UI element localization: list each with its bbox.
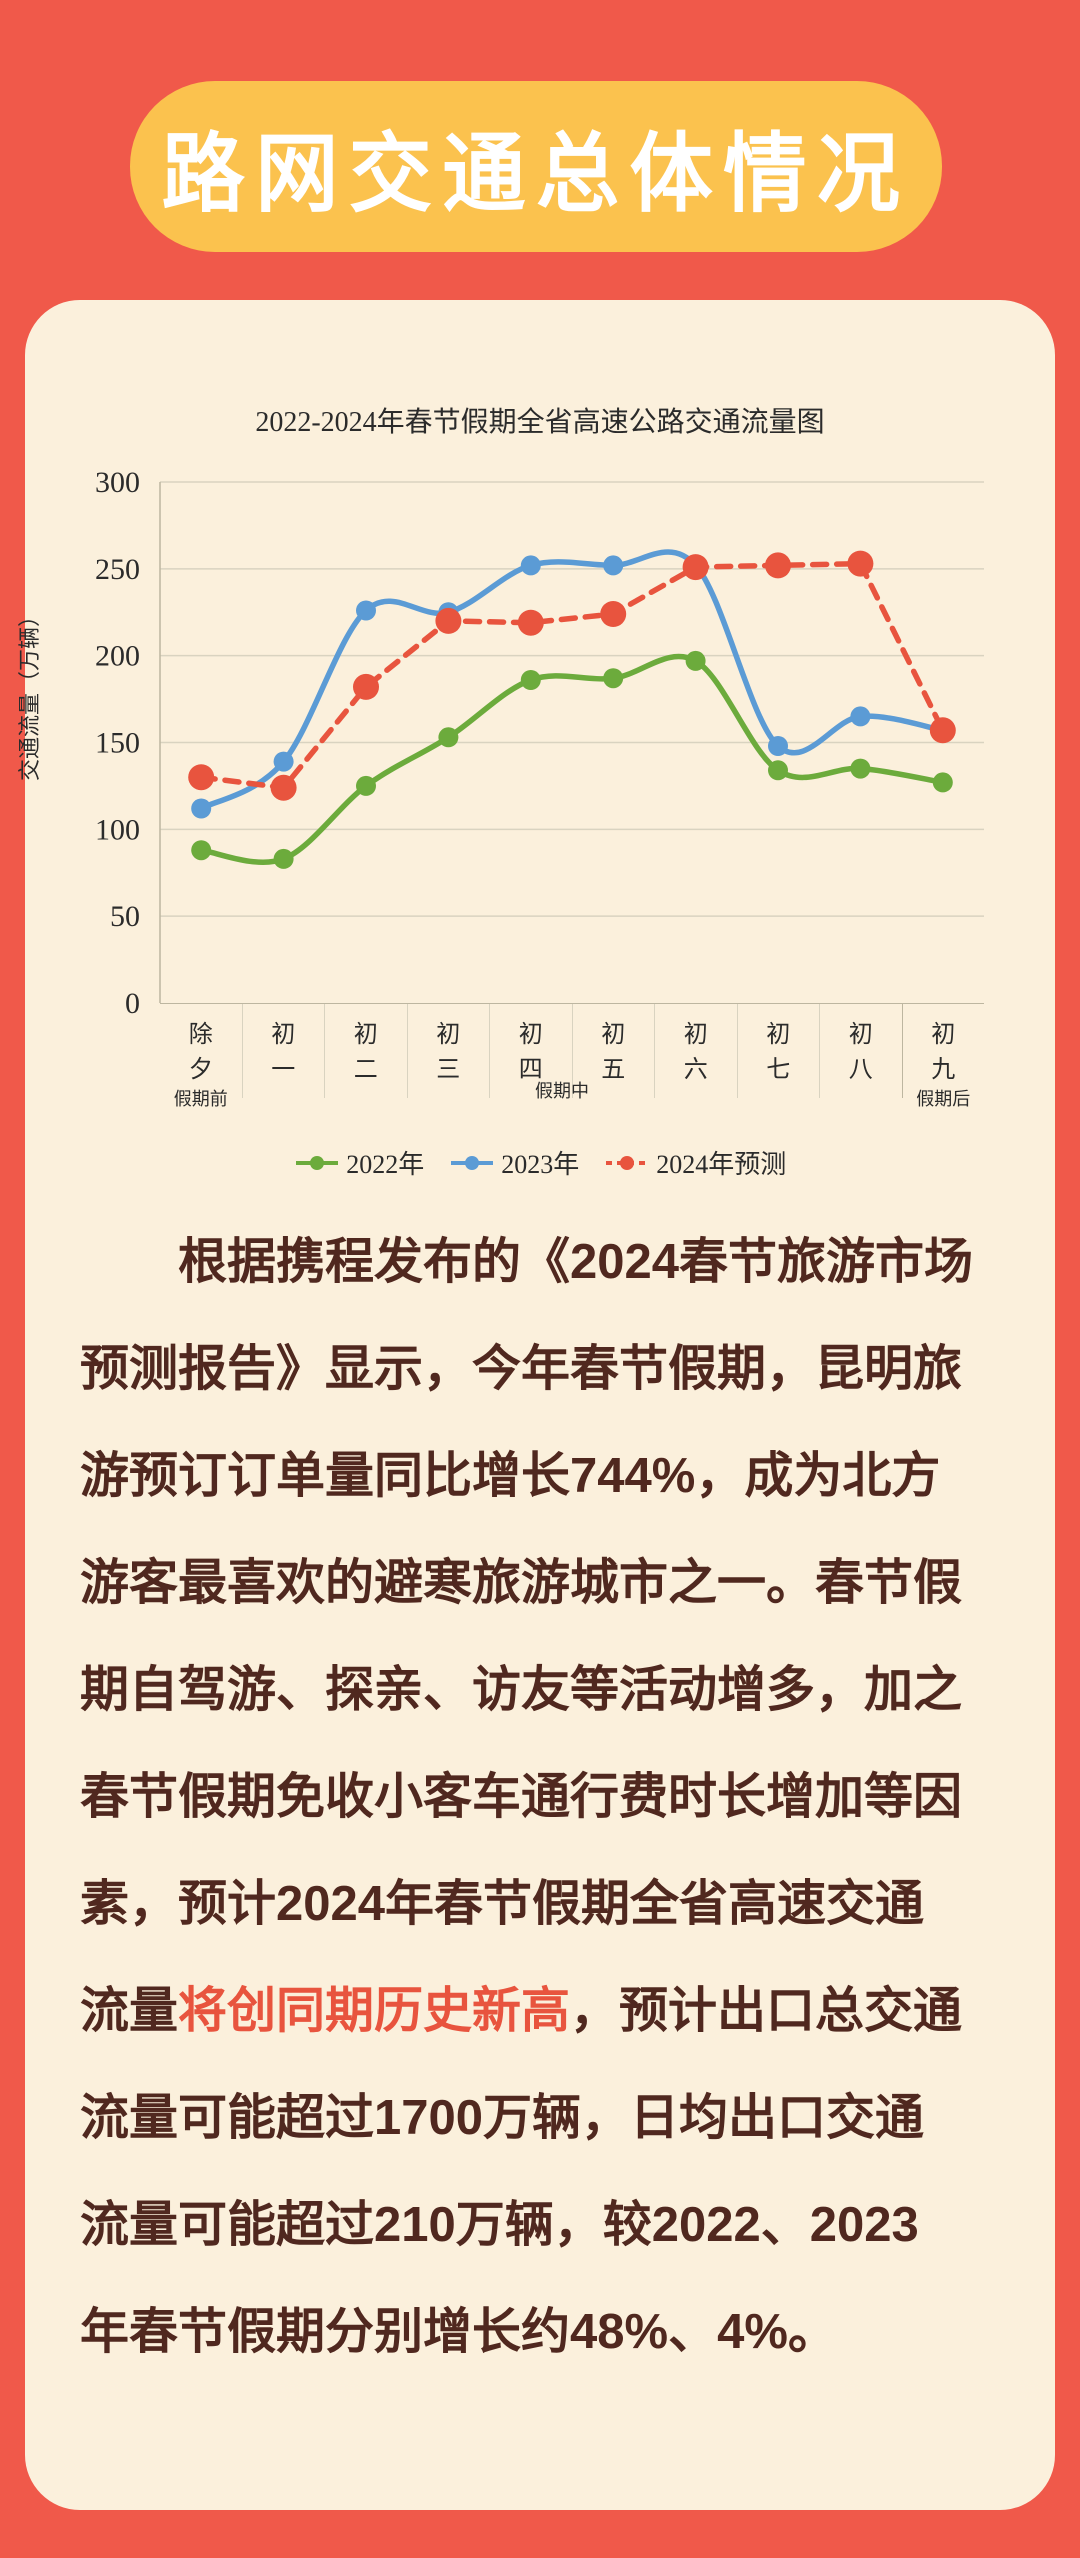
svg-text:200: 200 bbox=[95, 640, 140, 673]
svg-text:300: 300 bbox=[95, 466, 140, 499]
svg-text:150: 150 bbox=[95, 727, 140, 760]
svg-text:0: 0 bbox=[125, 987, 140, 1020]
svg-text:50: 50 bbox=[110, 900, 140, 933]
svg-text:250: 250 bbox=[95, 553, 140, 586]
svg-text:100: 100 bbox=[95, 813, 140, 846]
